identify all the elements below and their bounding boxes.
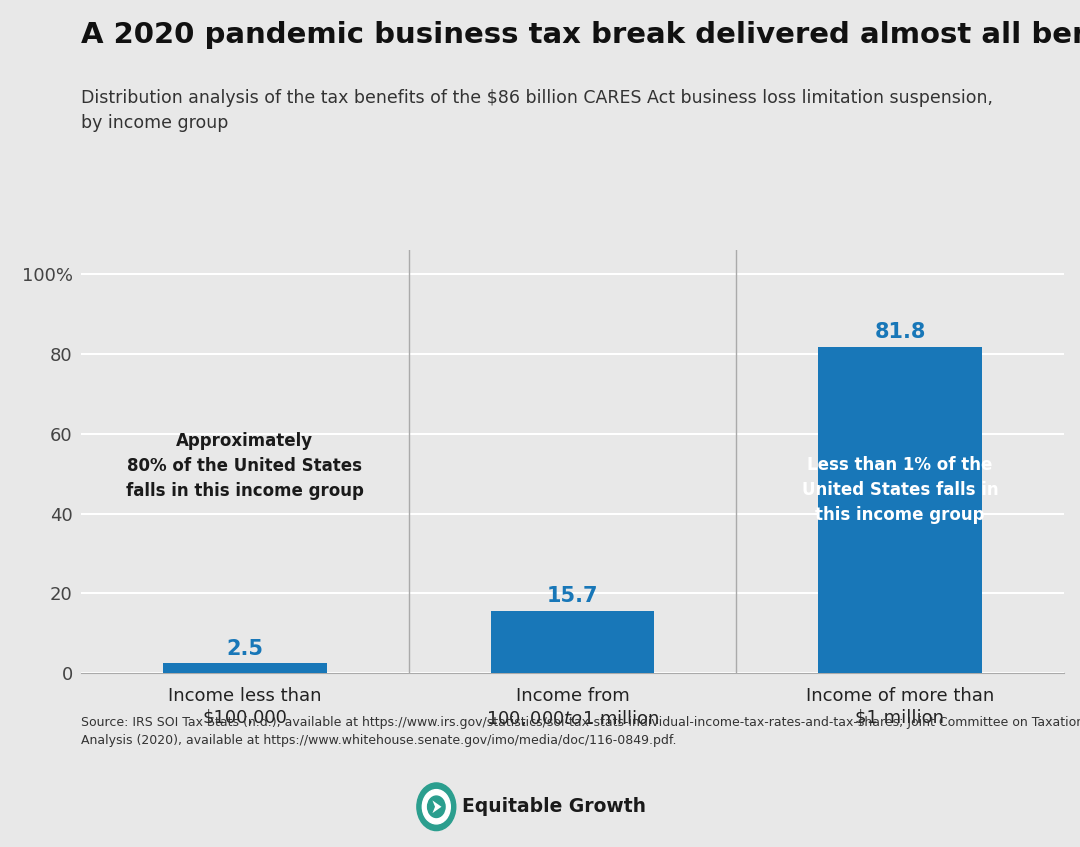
Text: Distribution analysis of the tax benefits of the $86 billion CARES Act business : Distribution analysis of the tax benefit… [81,89,993,132]
Text: 15.7: 15.7 [546,586,598,606]
Circle shape [417,783,456,831]
Text: Approximately
80% of the United States
falls in this income group: Approximately 80% of the United States f… [126,432,364,500]
Text: 81.8: 81.8 [875,322,926,341]
Text: 2.5: 2.5 [227,639,264,659]
Circle shape [428,796,445,817]
Text: A 2020 pandemic business tax break delivered almost all benefits to millionaires: A 2020 pandemic business tax break deliv… [81,21,1080,49]
Bar [490,611,654,673]
PathPatch shape [432,800,442,813]
Text: Equitable Growth: Equitable Growth [462,797,646,817]
Circle shape [422,789,450,824]
Bar [163,663,326,673]
Bar [819,346,982,673]
Text: Source: IRS SOI Tax Stats (n.d.), available at https://www.irs.gov/statistics/so: Source: IRS SOI Tax Stats (n.d.), availa… [81,716,1080,747]
Text: Less than 1% of the
United States falls in
this income group: Less than 1% of the United States falls … [801,456,998,523]
